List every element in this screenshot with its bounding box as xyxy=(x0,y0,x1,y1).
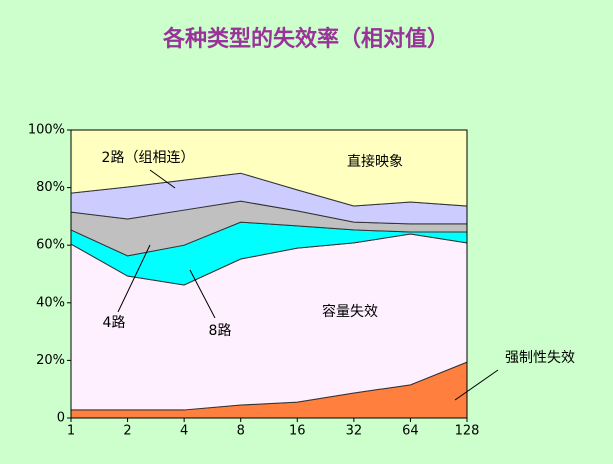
annotations: 2路（组相连） 直接映象 4路 8路 容量失效 强制性失效 xyxy=(102,150,575,401)
x-tick-label: 1 xyxy=(67,424,75,439)
y-tick-label: 60% xyxy=(36,238,65,253)
series-label: 直接映象 xyxy=(347,153,403,170)
y-tick-label: 40% xyxy=(36,295,65,310)
x-tick-label: 2 xyxy=(123,424,131,439)
plot-area xyxy=(70,129,468,419)
y-tick-label: 80% xyxy=(36,180,65,195)
leader-line xyxy=(189,269,216,319)
series-label: 容量失效 xyxy=(322,303,378,320)
series-label: 2路（组相连） xyxy=(102,150,195,166)
leader-line xyxy=(149,169,176,189)
x-tick-label: 16 xyxy=(289,424,306,439)
x-tick-label: 4 xyxy=(180,424,188,439)
chart-title: 各种类型的失效率（相对值） xyxy=(162,26,449,52)
leader-line xyxy=(117,244,151,313)
series-label: 强制性失效 xyxy=(505,350,575,366)
x-tick-label: 128 xyxy=(455,424,480,439)
series-label: 8路 xyxy=(209,323,232,339)
series-label: 4路 xyxy=(103,315,126,331)
leader-line xyxy=(454,369,499,401)
y-tick-label: 0 xyxy=(57,411,65,426)
plot-frame xyxy=(70,129,468,419)
y-tick-label: 20% xyxy=(36,353,65,368)
x-tick-label: 8 xyxy=(237,424,245,439)
y-tick-label: 100% xyxy=(28,123,65,138)
x-tick-label: 64 xyxy=(402,424,419,439)
x-tick-label: 32 xyxy=(346,424,363,439)
